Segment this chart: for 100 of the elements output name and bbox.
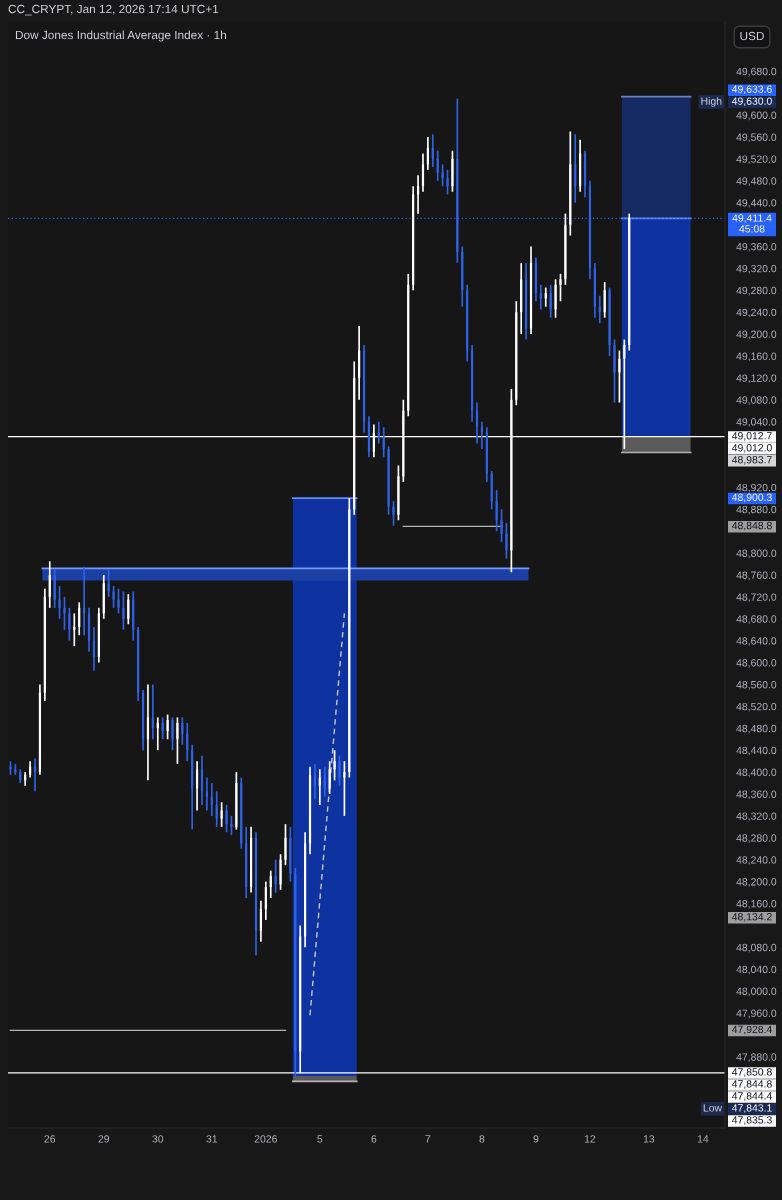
candlestick [500,508,503,543]
x-tick-label: 9 [533,1135,539,1143]
candlestick [574,133,577,204]
candlestick [73,612,76,648]
candlestick [146,683,150,782]
y-tick-label: 49,600.0 [736,111,777,121]
candlestick [53,568,56,609]
candlestick [58,585,61,620]
candlestick [279,853,282,891]
candlestick [456,97,459,264]
text: 48,983.7 [731,456,772,465]
y-tick-label: 49,320.0 [736,264,777,274]
y-tick-label: 49,040.0 [736,418,777,427]
candlestick [117,587,120,615]
y-tick-label: 48,640.0 [736,637,777,646]
text: 49,012.0 [731,444,772,453]
candlestick [176,716,179,765]
x-tick-label: 12 [584,1135,596,1143]
candlestick [230,815,233,836]
candlestick [151,683,154,741]
candlestick [63,596,66,631]
x-tick-label: 13 [643,1135,655,1143]
candlestick [569,130,572,237]
candlestick [495,489,498,533]
candlestick [269,869,272,899]
x-tick-label: 5 [317,1135,323,1143]
y-tick-label: 48,400.0 [736,768,777,778]
candlestick [554,278,557,319]
y-tick-label: 48,520.0 [736,702,777,712]
candlestick [181,716,184,746]
y-tick-label: 48,320.0 [736,812,777,822]
candlestick [294,867,297,1078]
ref-line-label: 47,850.8 [731,1068,772,1077]
annotation: High [701,97,722,107]
candlestick [397,464,400,522]
candlestick [338,754,341,787]
x-tick-label: 8 [479,1135,485,1143]
candlestick [431,133,434,168]
candlestick [343,760,346,817]
candlestick [618,349,621,404]
candlestick [539,283,542,311]
candlestick [240,776,243,850]
candlestick [78,601,81,637]
y-tick-label: 48,360.0 [736,790,777,800]
candlestick [515,300,518,407]
candlestick [451,149,454,193]
x-tick-label: 30 [152,1135,164,1143]
candlestick [48,560,51,609]
x-tick-label: 26 [44,1135,56,1143]
text: Dow Jones Industrial Average Index · 1h [15,30,226,42]
candlestick [436,149,439,182]
y-tick-label: 49,480.0 [736,177,777,186]
candlestick [200,754,204,806]
y-tick-label: 48,040.0 [736,965,777,975]
candlestick [387,445,390,516]
candlestick [559,273,562,303]
y-tick-label: 48,480.0 [736,724,777,734]
y-tick-label: 48,720.0 [736,593,777,603]
y-tick-label: 49,160.0 [736,352,777,362]
y-tick-label: 49,120.0 [736,374,777,383]
candlestick [446,168,449,196]
text: 47,844.4 [731,1092,772,1101]
candlestick [102,574,105,620]
x-tick-label: 2026 [254,1135,277,1143]
text: CC_CRYPT, Jan 12, 2026 17:14 UTC+1 [8,4,219,16]
candlestick [127,593,130,626]
candlestick [608,286,611,357]
candlestick [544,286,547,308]
y-tick-label: 49,280.0 [736,286,777,296]
text: 47,928.4 [731,1025,772,1035]
y-tick-label: 48,680.0 [736,615,777,624]
x-tick-label: 6 [371,1135,377,1143]
candlestick [122,590,125,631]
candlestick [195,760,199,812]
candlestick [392,500,395,527]
y-tick-label: 48,160.0 [736,900,777,909]
candlestick [382,426,385,459]
text: 49,633.6 [731,85,772,95]
text: 47,843.1 [731,1104,772,1113]
y-tick-label: 48,800.0 [736,549,777,559]
candlestick [259,899,263,943]
candlestick [520,262,523,335]
x-tick-label: 14 [697,1135,709,1143]
y-tick-label: 49,520.0 [736,155,777,164]
candlestick [505,522,508,560]
y-tick-label: 48,240.0 [736,856,777,865]
y-tick-label: 48,080.0 [736,943,777,953]
y-tick-label: 49,080.0 [736,396,777,405]
y-tick-label: 49,360.0 [736,242,777,252]
candlestick [166,713,169,741]
candlestick [613,338,616,404]
y-tick-label: 49,440.0 [736,199,777,208]
y-tick-label: 48,440.0 [736,746,777,756]
candlestick [220,801,223,828]
y-tick-label: 48,760.0 [736,571,777,581]
x-tick-label: 7 [425,1135,431,1143]
candlestick [490,470,493,511]
text: 48,900.3 [731,493,772,503]
annotation: Low [703,1104,723,1112]
y-tick-label: 48,560.0 [736,681,777,690]
